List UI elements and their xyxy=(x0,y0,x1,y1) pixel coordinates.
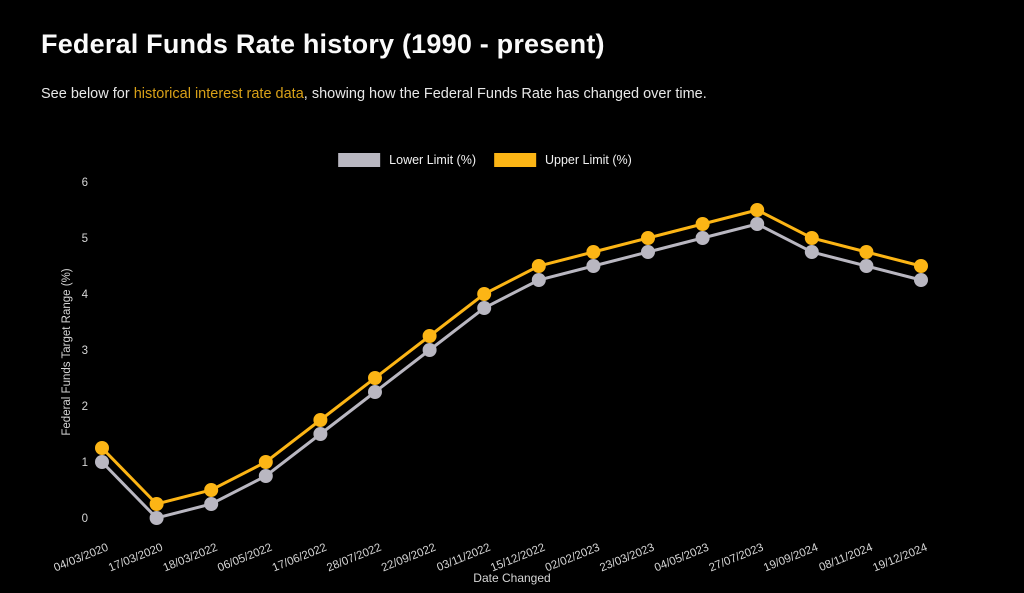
lower-limit-marker[interactable] xyxy=(204,497,219,511)
upper-limit-marker[interactable] xyxy=(258,455,273,469)
x-tick-label: 04/03/2020 xyxy=(52,542,110,575)
y-tick-label: 6 xyxy=(82,177,88,189)
x-tick-label: 19/09/2024 xyxy=(762,541,820,574)
x-tick-label: 27/07/2023 xyxy=(707,542,765,575)
y-tick-label: 3 xyxy=(82,345,88,357)
x-tick-label: 06/05/2022 xyxy=(216,542,274,575)
x-tick-label: 22/09/2022 xyxy=(380,542,438,575)
lower-limit-marker[interactable] xyxy=(695,231,710,245)
lower-limit-marker[interactable] xyxy=(258,469,273,483)
upper-limit-marker[interactable] xyxy=(531,259,546,273)
y-tick-label: 0 xyxy=(82,513,88,525)
x-axis-title: Date Changed xyxy=(473,571,550,585)
x-tick-label: 28/07/2022 xyxy=(325,542,383,575)
lower-limit-marker[interactable] xyxy=(914,273,928,287)
lower-limit-marker[interactable] xyxy=(750,217,765,231)
historical-interest-rate-data-link[interactable]: historical interest rate data xyxy=(133,86,304,102)
upper-limit-marker[interactable] xyxy=(477,287,492,301)
upper-limit-marker[interactable] xyxy=(750,203,765,217)
subtitle-text-suffix: , showing how the Federal Funds Rate has… xyxy=(303,86,707,102)
x-tick-label: 08/11/2024 xyxy=(817,541,875,574)
chart-legend: Lower Limit (%) Upper Limit (%) xyxy=(338,153,632,167)
upper-limit-marker[interactable] xyxy=(586,245,601,259)
x-tick-label: 18/03/2022 xyxy=(161,542,219,575)
x-tick-label: 03/11/2022 xyxy=(435,542,492,574)
x-tick-label: 23/03/2023 xyxy=(598,542,656,575)
y-axis-title: Federal Funds Target Range (%) xyxy=(61,268,73,435)
x-tick-label: 04/05/2023 xyxy=(653,542,711,575)
x-tick-label: 17/03/2020 xyxy=(107,542,165,575)
lower-limit-swatch xyxy=(338,153,381,167)
x-tick-label: 02/02/2023 xyxy=(544,542,602,575)
lower-limit-marker[interactable] xyxy=(313,427,328,441)
lower-limit-marker[interactable] xyxy=(422,343,437,357)
upper-limit-marker[interactable] xyxy=(859,245,874,259)
upper-limit-line xyxy=(100,208,922,506)
upper-limit-marker[interactable] xyxy=(914,259,928,273)
lower-limit-marker[interactable] xyxy=(149,511,164,525)
upper-limit-swatch xyxy=(494,153,536,167)
y-tick-label: 2 xyxy=(82,401,88,413)
upper-limit-marker[interactable] xyxy=(313,413,328,427)
x-tick-label: 15/12/2022 xyxy=(489,542,547,575)
upper-limit-marker[interactable] xyxy=(422,329,437,343)
y-tick-label: 4 xyxy=(82,289,89,301)
x-tick-label: 19/12/2024 xyxy=(871,541,929,574)
lower-limit-marker[interactable] xyxy=(804,245,819,259)
legend-item-lower-limit[interactable]: Lower Limit (%) xyxy=(338,153,476,167)
page-subtitle: See below for historical interest rate d… xyxy=(41,86,707,102)
legend-label-upper-limit: Upper Limit (%) xyxy=(545,153,632,167)
lower-limit-marker[interactable] xyxy=(95,455,109,469)
y-tick-label: 5 xyxy=(82,233,88,245)
legend-item-upper-limit[interactable]: Upper Limit (%) xyxy=(494,153,632,167)
lower-limit-marker[interactable] xyxy=(477,301,492,315)
page-title: Federal Funds Rate history (1990 - prese… xyxy=(41,29,605,59)
upper-limit-marker[interactable] xyxy=(149,497,164,511)
lower-limit-marker[interactable] xyxy=(859,259,874,273)
upper-limit-marker[interactable] xyxy=(204,483,219,497)
upper-limit-marker[interactable] xyxy=(804,231,819,245)
lower-limit-marker[interactable] xyxy=(641,245,655,259)
y-tick-label: 1 xyxy=(82,457,88,469)
subtitle-text-prefix: See below for xyxy=(41,86,134,102)
lower-limit-marker[interactable] xyxy=(368,385,382,399)
upper-limit-marker[interactable] xyxy=(641,231,655,245)
upper-limit-marker[interactable] xyxy=(95,441,109,455)
lower-limit-line xyxy=(100,222,922,520)
upper-limit-marker[interactable] xyxy=(695,217,710,231)
legend-label-lower-limit: Lower Limit (%) xyxy=(389,153,476,167)
lower-limit-marker[interactable] xyxy=(531,273,546,287)
lower-limit-marker[interactable] xyxy=(586,259,601,273)
x-tick-label: 17/06/2022 xyxy=(271,542,329,575)
upper-limit-marker[interactable] xyxy=(368,371,382,385)
